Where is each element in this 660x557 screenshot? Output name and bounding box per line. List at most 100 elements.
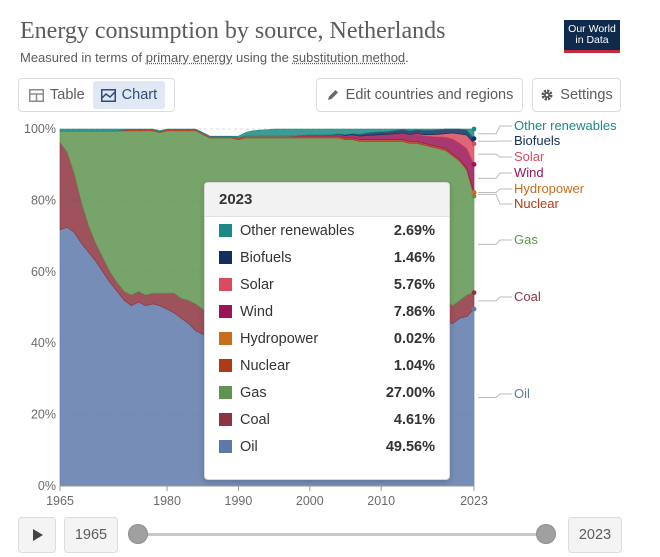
tooltip-series-name: Oil xyxy=(240,438,258,455)
timeline-start-handle[interactable] xyxy=(129,525,147,543)
settings-button[interactable]: Settings xyxy=(532,78,621,112)
end-marker xyxy=(471,193,477,199)
series-label-biofuels: Biofuels xyxy=(514,133,561,148)
series-label-hydropower: Hydropower xyxy=(514,181,585,196)
x-tick-label: 1965 xyxy=(46,494,74,508)
play-button[interactable] xyxy=(18,517,56,553)
subtitle-text-3: . xyxy=(405,50,409,65)
area-chart-icon xyxy=(100,88,116,102)
edit-countries-button[interactable]: Edit countries and regions xyxy=(316,78,523,112)
tooltip-series-name: Biofuels xyxy=(240,249,292,266)
tooltip-series-value: 5.76% xyxy=(393,276,435,293)
primary-energy-link[interactable]: primary energy xyxy=(145,50,233,65)
label-leader-line xyxy=(478,125,512,135)
series-label-solar: Solar xyxy=(514,149,545,164)
series-label-oil: Oil xyxy=(514,386,530,401)
logo-line-1: Our World xyxy=(568,23,616,35)
timeline-track[interactable] xyxy=(138,533,546,536)
tooltip-swatch xyxy=(219,440,232,453)
tooltip-row: Solar 5.76% xyxy=(205,271,449,298)
timeline-end-handle[interactable] xyxy=(537,525,555,543)
end-marker xyxy=(471,306,477,312)
tooltip-series-name: Coal xyxy=(240,411,270,428)
tooltip-row: Wind 7.86% xyxy=(205,298,449,325)
tooltip-series-value: 1.46% xyxy=(393,249,435,266)
end-marker xyxy=(471,136,477,142)
tooltip-row: Coal 4.61% xyxy=(205,406,449,433)
series-label-other-renewables: Other renewables xyxy=(514,118,617,133)
end-marker xyxy=(471,126,477,132)
substitution-method-link[interactable]: substitution method xyxy=(292,50,406,65)
tooltip-row: Oil 49.56% xyxy=(205,433,449,460)
end-marker xyxy=(471,141,477,147)
timeline-start-year[interactable]: 1965 xyxy=(64,517,118,553)
label-leader-line xyxy=(478,193,512,205)
play-icon xyxy=(32,529,43,541)
tooltip-series-name: Nuclear xyxy=(240,357,290,374)
gear-icon xyxy=(541,89,553,101)
tab-table[interactable]: Table xyxy=(21,81,93,109)
tab-chart-label: Chart xyxy=(121,87,158,103)
end-marker xyxy=(471,190,477,195)
tooltip-row: Nuclear 1.04% xyxy=(205,352,449,379)
label-leader-line xyxy=(478,172,512,179)
tooltip-series-name: Solar xyxy=(240,276,274,293)
tooltip-row: Biofuels 1.46% xyxy=(205,244,449,271)
y-tick-label: 60% xyxy=(31,265,56,279)
series-label-coal: Coal xyxy=(514,289,541,304)
label-leader-line xyxy=(478,393,512,399)
logo-line-2: in Data xyxy=(575,34,609,46)
tooltip-swatch xyxy=(219,251,232,264)
tooltip-swatch xyxy=(219,224,232,237)
tooltip-series-name: Other renewables xyxy=(240,222,355,239)
tooltip-swatch xyxy=(219,413,232,426)
tab-chart[interactable]: Chart xyxy=(92,81,166,109)
x-tick-label: 2023 xyxy=(460,494,488,508)
tooltip-series-value: 49.56% xyxy=(385,438,435,455)
tooltip-series-value: 27.00% xyxy=(385,384,435,401)
timeline-end-year[interactable]: 2023 xyxy=(568,517,622,553)
x-tick-label: 2010 xyxy=(367,494,395,508)
x-tick-label: 2000 xyxy=(296,494,324,508)
tooltip-series-value: 2.69% xyxy=(393,222,435,239)
y-tick-label: 40% xyxy=(31,336,56,350)
y-tick-label: 80% xyxy=(31,193,56,207)
series-label-gas: Gas xyxy=(514,232,538,247)
subtitle-text-2: using the xyxy=(232,50,293,65)
tooltip-row: Other renewables 2.69% xyxy=(205,217,449,244)
tooltip-swatch xyxy=(219,332,232,345)
table-icon xyxy=(29,88,44,102)
settings-label: Settings xyxy=(560,87,613,103)
tooltip-series-value: 1.04% xyxy=(393,357,435,374)
tooltip-swatch xyxy=(219,359,232,372)
tooltip-swatch xyxy=(219,386,232,399)
tab-table-label: Table xyxy=(50,87,85,103)
x-tick-label: 1980 xyxy=(153,494,181,508)
chart-subtitle: Measured in terms of primary energy usin… xyxy=(20,50,409,65)
tooltip-series-name: Wind xyxy=(240,303,274,320)
tooltip-swatch xyxy=(219,278,232,291)
label-leader-line xyxy=(478,153,512,158)
pencil-icon xyxy=(327,90,338,100)
series-label-nuclear: Nuclear xyxy=(514,196,559,211)
y-tick-label: 100% xyxy=(24,122,56,136)
label-leader-line xyxy=(478,188,512,193)
view-toggle: Table Chart xyxy=(18,78,175,112)
edit-countries-label: Edit countries and regions xyxy=(345,87,514,103)
tooltip-year: 2023 xyxy=(205,183,449,217)
end-marker xyxy=(471,161,477,167)
series-label-wind: Wind xyxy=(514,165,544,180)
tooltip: 2023 Other renewables 2.69% Biofuels 1.46% S… xyxy=(204,182,450,480)
tooltip-row: Hydropower 0.02% xyxy=(205,325,449,352)
y-tick-label: 20% xyxy=(31,408,56,422)
tooltip-series-name: Gas xyxy=(240,384,267,401)
tooltip-series-name: Hydropower xyxy=(240,330,319,347)
end-marker xyxy=(471,290,477,296)
tooltip-swatch xyxy=(219,305,232,318)
x-tick-label: 1990 xyxy=(225,494,253,508)
tooltip-series-value: 4.61% xyxy=(393,411,435,428)
tooltip-series-value: 0.02% xyxy=(393,330,435,347)
label-leader-line xyxy=(478,296,512,302)
tooltip-row: Gas 27.00% xyxy=(205,379,449,406)
owid-logo[interactable]: Our World in Data xyxy=(564,20,620,53)
